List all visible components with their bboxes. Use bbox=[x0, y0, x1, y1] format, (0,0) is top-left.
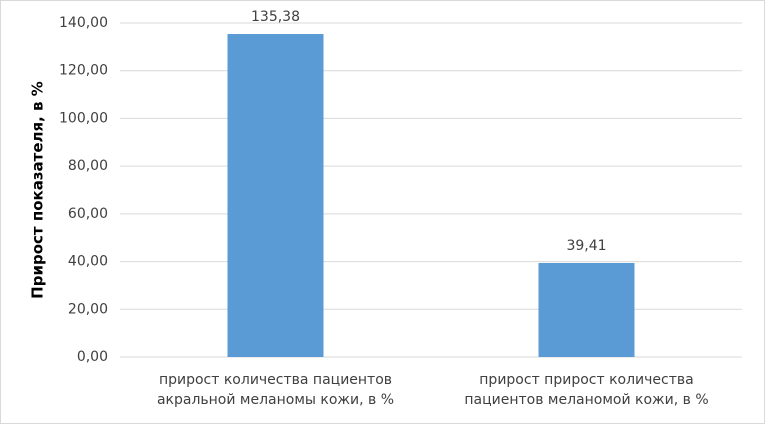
y-tick-label: 60,00 bbox=[68, 206, 108, 222]
y-axis-title: Прирост показателя, в % bbox=[29, 81, 47, 299]
x-tick-label: акральной меланомы кожи, в % bbox=[157, 392, 394, 408]
y-tick-label: 40,00 bbox=[68, 254, 108, 270]
y-tick-label: 80,00 bbox=[68, 158, 108, 174]
x-tick-label: прирост количества пациентов bbox=[159, 372, 392, 388]
y-tick-label: 0,00 bbox=[77, 349, 108, 365]
data-label: 135,38 bbox=[251, 9, 300, 25]
y-tick-label: 100,00 bbox=[59, 110, 108, 126]
y-tick-label: 140,00 bbox=[59, 15, 108, 31]
data-label: 39,41 bbox=[566, 238, 606, 254]
bar bbox=[227, 34, 324, 357]
bar bbox=[538, 262, 635, 357]
y-tick-label: 20,00 bbox=[68, 301, 108, 317]
x-tick-label: пациентов меланомой кожи, в % bbox=[464, 392, 708, 408]
x-tick-label: прирост прирост количества bbox=[479, 372, 693, 388]
y-tick-label: 120,00 bbox=[59, 63, 108, 79]
